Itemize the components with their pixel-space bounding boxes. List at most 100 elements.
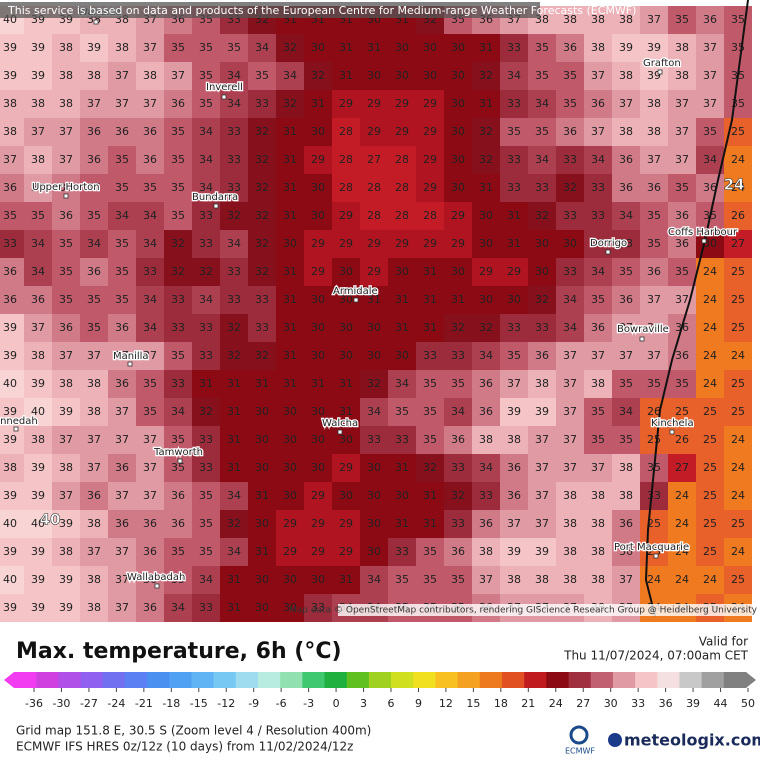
temp-cell (640, 538, 668, 566)
temp-label: 33 (451, 517, 465, 530)
temp-label: 33 (227, 125, 241, 138)
temp-cell (556, 118, 584, 146)
temp-label: 35 (31, 209, 45, 222)
temp-cell (80, 454, 108, 482)
temp-cell (108, 146, 136, 174)
temp-label: 35 (143, 405, 157, 418)
temp-label: 37 (591, 125, 605, 138)
temp-label: 37 (647, 321, 661, 334)
temp-label: 38 (479, 433, 493, 446)
temp-label: 30 (563, 237, 577, 250)
temp-label: 35 (647, 209, 661, 222)
temp-cell (640, 118, 668, 146)
temp-cell (24, 118, 52, 146)
temp-label: 29 (367, 237, 381, 250)
temp-label: 35 (171, 349, 185, 362)
colorbar-tick-label: 6 (388, 697, 395, 710)
temp-cell (388, 174, 416, 202)
temp-label: 37 (59, 489, 73, 502)
temp-cell (556, 230, 584, 258)
temp-cell (528, 174, 556, 202)
town-dot (639, 336, 645, 342)
temp-cell (668, 454, 696, 482)
temp-label: 36 (3, 181, 17, 194)
temp-label: 36 (87, 153, 101, 166)
town-name: Walcha (322, 418, 358, 429)
temp-label: 35 (563, 97, 577, 110)
temp-label: 35 (591, 433, 605, 446)
temp-cell (640, 146, 668, 174)
colorbar-segment (590, 672, 614, 688)
temp-label: 38 (647, 97, 661, 110)
temp-label: 38 (591, 545, 605, 558)
temp-cell (472, 146, 500, 174)
town-dot (653, 553, 659, 559)
temp-label: 27 (675, 461, 689, 474)
colorbar-arrow-right (746, 672, 756, 688)
temp-label: 33 (395, 433, 409, 446)
temp-cell (696, 286, 724, 314)
temp-cell (640, 342, 668, 370)
temp-cell (472, 90, 500, 118)
colorbar: -36 -30 -27 -24 -21 -18 -15 -12 -9 -6 -3 0 3 6 9 12 15 18… (4, 672, 756, 710)
temp-label: 34 (143, 321, 157, 334)
temp-cell (416, 174, 444, 202)
colorbar-tick-label: 44 (714, 697, 728, 710)
temp-label: 38 (31, 153, 45, 166)
temp-label: 34 (703, 153, 717, 166)
temp-cell (80, 258, 108, 286)
temp-label: 38 (507, 573, 521, 586)
temp-cell (444, 62, 472, 90)
temp-label: 36 (591, 321, 605, 334)
temp-label: 36 (143, 153, 157, 166)
temp-cell (52, 314, 80, 342)
temp-cell (136, 566, 164, 594)
temp-cell (500, 286, 528, 314)
temp-cell (220, 510, 248, 538)
temp-label: 35 (255, 69, 269, 82)
temp-label: 32 (479, 69, 493, 82)
temp-cell (80, 34, 108, 62)
temp-label: 31 (227, 461, 241, 474)
temp-cell (584, 34, 612, 62)
temp-cell (696, 90, 724, 118)
temp-label: 39 (647, 41, 661, 54)
temp-cell (472, 510, 500, 538)
temp-cell (248, 426, 276, 454)
temp-label: 32 (479, 125, 493, 138)
temp-label: 25 (731, 377, 745, 390)
temp-cell (416, 286, 444, 314)
temp-label: 32 (535, 293, 549, 306)
temp-cell (640, 90, 668, 118)
temp-cell (640, 230, 668, 258)
temp-cell (52, 594, 80, 622)
temp-label: 37 (619, 97, 633, 110)
temp-cell (724, 426, 752, 454)
colorbar-tick-label: 24 (549, 697, 563, 710)
temp-cell (304, 510, 332, 538)
temp-cell (360, 258, 388, 286)
temp-label: 35 (423, 573, 437, 586)
temp-label: 31 (199, 377, 213, 390)
temp-cell (220, 286, 248, 314)
temp-cell (388, 510, 416, 538)
temp-cell (52, 34, 80, 62)
temp-label: 30 (339, 321, 353, 334)
temp-cell (24, 594, 52, 622)
town-name: Tamworth (153, 447, 203, 458)
temp-cell (0, 34, 24, 62)
colorbar-tick-label: -6 (276, 697, 287, 710)
temp-label: 37 (563, 349, 577, 362)
temp-cell (248, 370, 276, 398)
temp-label: 38 (619, 125, 633, 138)
temp-label: 35 (87, 209, 101, 222)
temp-cell (136, 34, 164, 62)
temp-cell (164, 258, 192, 286)
map: 40 39 39 38 38 37 36 35 33 32 31 31 31 30 31 32 35 36 37 38… (0, 6, 752, 622)
colorbar-tick-label: 18 (494, 697, 508, 710)
temp-cell (444, 342, 472, 370)
temp-cell (192, 370, 220, 398)
temp-cell (248, 454, 276, 482)
temp-cell (640, 258, 668, 286)
temp-cell (164, 174, 192, 202)
